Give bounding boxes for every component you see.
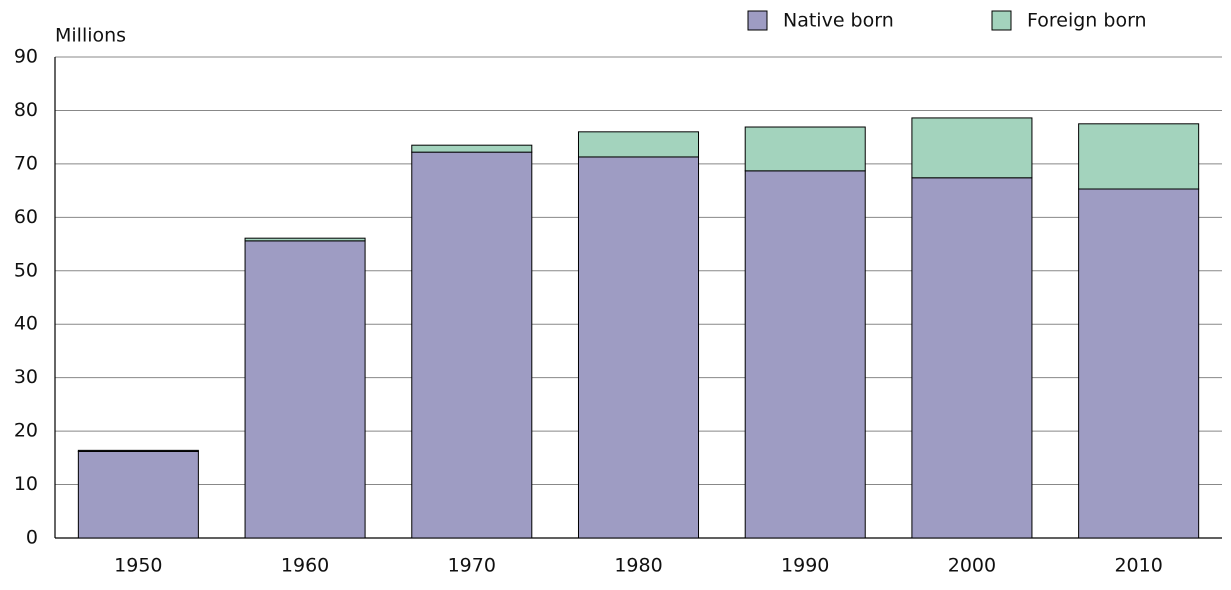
x-tick-label: 1950 <box>114 555 162 577</box>
y-tick-label: 50 <box>14 259 38 281</box>
legend-swatch <box>747 10 768 31</box>
y-tick-label: 70 <box>14 152 38 174</box>
bar-segment <box>911 177 1033 539</box>
bar-segment <box>577 156 700 539</box>
bar-segment <box>411 144 533 153</box>
y-tick-label: 0 <box>26 527 38 549</box>
bar-segment <box>1078 188 1200 539</box>
x-tick-label: 1980 <box>614 555 662 577</box>
bar-segment <box>244 240 366 539</box>
x-tick-label: 1960 <box>281 555 329 577</box>
y-tick-label: 60 <box>14 206 38 228</box>
bar-segment <box>744 170 866 539</box>
bar-segment <box>744 126 866 172</box>
bar-segment <box>577 131 700 158</box>
y-tick-label: 90 <box>14 46 38 68</box>
y-axis-label: Millions <box>55 25 126 47</box>
y-tick-label: 30 <box>14 366 38 388</box>
legend-swatch <box>991 10 1012 31</box>
x-tick-label: 1970 <box>448 555 496 577</box>
y-tick-label: 80 <box>14 99 38 121</box>
legend-label: Foreign born <box>1027 10 1147 32</box>
bar-segment <box>911 117 1033 179</box>
x-tick-label: 2000 <box>948 555 996 577</box>
y-tick-label: 20 <box>14 420 38 442</box>
bar-segment <box>411 151 533 539</box>
y-tick-label: 40 <box>14 313 38 335</box>
x-tick-label: 2010 <box>1114 555 1162 577</box>
bar-segment <box>1078 123 1200 190</box>
legend-label: Native born <box>783 10 894 32</box>
bar-segment <box>77 449 199 452</box>
bar-segment <box>77 450 199 539</box>
bar-segment <box>244 237 366 242</box>
y-tick-label: 10 <box>14 473 38 495</box>
x-tick-label: 1990 <box>781 555 829 577</box>
